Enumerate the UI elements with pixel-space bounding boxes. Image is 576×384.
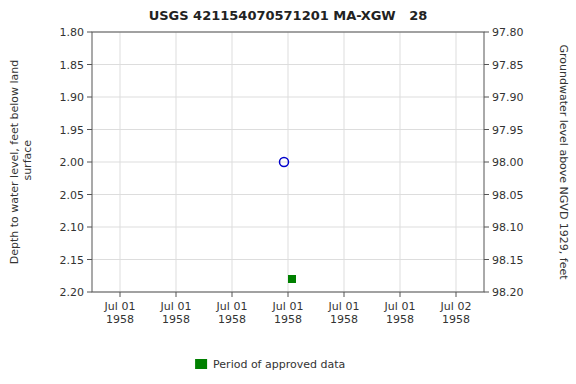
text-line: Jul 02 [440,300,472,313]
tick-label: Jul 021958 [440,300,472,326]
tick-label: 2.15 [60,254,85,267]
legend-swatch [195,359,207,369]
tick-label: 2.10 [60,221,85,234]
text-line: Jul 01 [160,300,192,313]
tick [176,292,177,297]
y2-axis-label: Groundwater level above NGVD 1929, feet [557,44,570,280]
grid [92,32,484,292]
tick [87,64,92,65]
text-line: 1958 [386,313,414,326]
tick [87,129,92,130]
tick-label: Jul 011958 [160,300,192,326]
chart: 1.80 1.85 1.90 1.95 2.00 2.05 2.10 2.15 2.20 97.8… [0,0,576,384]
text-line: Jul 01 [216,300,248,313]
text-line: 1958 [162,313,190,326]
y2-axis: 97.80 97.85 97.90 97.95 98.00 98.05 98.10 98.15… [484,26,524,299]
legend: Period of approved data [195,358,345,371]
tick-label: 98.20 [492,286,524,299]
text-line: Jul 01 [104,300,136,313]
text-line: Depth to water level, feet below land [8,60,21,265]
tick [484,227,489,228]
x-axis: Jul 011958Jul 011958Jul 011958Jul 011958… [104,292,472,326]
tick [87,97,92,98]
tick-label: 98.15 [492,254,524,267]
text-line: Jul 01 [272,300,304,313]
tick-label: 97.80 [492,26,524,39]
tick-label: Jul 011958 [104,300,136,326]
grid-line [400,32,401,292]
grid-line [176,32,177,292]
legend-entry: Period of approved data [213,358,345,371]
background [0,0,576,384]
tick-label: Jul 011958 [272,300,304,326]
tick [456,292,457,297]
tick-label: 2.20 [60,286,85,299]
tick [400,292,401,297]
grid-line [456,32,457,292]
tick-label: 2.05 [60,189,85,202]
y-axis: 1.80 1.85 1.90 1.95 2.00 2.05 2.10 2.15 2.20 [60,26,93,299]
text-line: 1958 [106,313,134,326]
text-line: Jul 01 [328,300,360,313]
tick-label: Jul 011958 [328,300,360,326]
tick [232,292,233,297]
grid-line [344,32,345,292]
tick-label: 2.00 [60,156,85,169]
tick-label: Jul 011958 [216,300,248,326]
grid-line [232,32,233,292]
text-line: 1958 [218,313,246,326]
tick-label: 97.90 [492,91,524,104]
tick [87,162,92,163]
point [280,158,289,167]
tick [484,97,489,98]
text-line: 1958 [330,313,358,326]
tick-label: 98.00 [492,156,524,169]
text-line: Jul 01 [384,300,416,313]
tick [484,129,489,130]
tick [344,292,345,297]
tick [87,32,92,33]
text-line: 1958 [274,313,302,326]
text-line: surface [21,140,34,184]
tick [87,292,92,293]
tick [484,194,489,195]
tick [484,162,489,163]
tick [87,227,92,228]
tick-label: 1.85 [60,59,85,72]
text-line: 1958 [442,313,470,326]
point [288,275,296,283]
tick [288,292,289,297]
tick [484,64,489,65]
tick-label: 98.10 [492,221,524,234]
tick [484,32,489,33]
tick-label: 1.95 [60,124,85,137]
tick-label: 1.80 [60,26,85,39]
marks [280,158,297,284]
tick-label: 98.05 [492,189,524,202]
grid-line [120,32,121,292]
tick [87,259,92,260]
title: USGS 421154070571201 MA-XGW 28 [149,8,428,23]
tick-label: Jul 011958 [384,300,416,326]
tick-label: 1.90 [60,91,85,104]
plot-frame [92,32,484,292]
tick-label: 97.95 [492,124,524,137]
y-axis-label: Depth to water level, feet below land su… [8,60,34,265]
tick-label: 97.85 [492,59,524,72]
tick [87,194,92,195]
tick [484,259,489,260]
tick [484,292,489,293]
tick [120,292,121,297]
